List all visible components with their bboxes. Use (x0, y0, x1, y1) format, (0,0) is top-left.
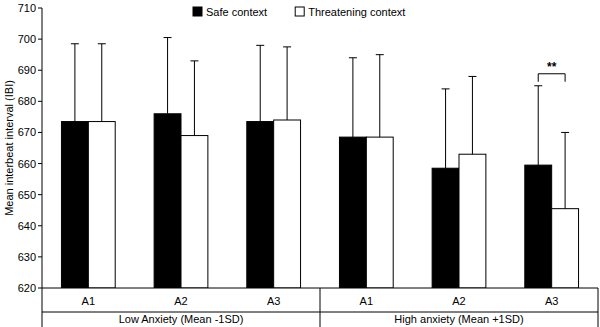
error-stem (260, 45, 261, 121)
error-stem (167, 38, 168, 114)
bar (366, 137, 393, 288)
error-cap (534, 85, 542, 86)
legend-label: Safe context (206, 6, 267, 18)
error-cap (256, 45, 264, 46)
y-tick-label: 650 (18, 189, 36, 201)
legend-label: Threatening context (308, 6, 405, 18)
x-tick-label: A2 (452, 295, 465, 307)
group-label: Low Anxiety (Mean -1SD) (119, 313, 244, 325)
annotation: ** (547, 60, 557, 74)
bar (247, 122, 274, 288)
x-tick-label: A3 (267, 295, 280, 307)
error-stem (287, 47, 288, 120)
bar (61, 122, 88, 288)
error-stem (565, 132, 566, 208)
bar (88, 122, 115, 288)
error-stem (101, 44, 102, 122)
error-bar (71, 44, 79, 122)
x-tick-label: A3 (545, 295, 558, 307)
y-tick (38, 132, 42, 133)
y-tick-label: 690 (18, 64, 36, 76)
group-divider (598, 288, 599, 327)
y-axis-label: Mean interbeat interval (IBI) (3, 80, 15, 216)
error-bar (534, 86, 542, 165)
x-tick-label: A1 (82, 295, 95, 307)
y-tick-label: 700 (18, 33, 36, 45)
error-cap (71, 43, 79, 44)
bars (61, 38, 578, 288)
y-axis (42, 8, 43, 288)
error-stem (538, 86, 539, 165)
error-bar (164, 38, 172, 114)
error-bar (190, 61, 198, 136)
error-bar (98, 44, 106, 122)
x-tick-label: A2 (174, 295, 187, 307)
y-tick (38, 39, 42, 40)
error-cap (349, 57, 357, 58)
y-tick (38, 101, 42, 102)
error-cap (376, 54, 384, 55)
y-tick-label: 640 (18, 220, 36, 232)
error-cap (468, 76, 476, 77)
error-stem (352, 58, 353, 137)
y-tick-label: 660 (18, 158, 36, 170)
y-tick (38, 163, 42, 164)
bar (181, 136, 208, 288)
y-tick (38, 225, 42, 226)
error-bar (256, 45, 264, 121)
error-bar (349, 58, 357, 137)
y-tick (38, 256, 42, 257)
error-stem (194, 61, 195, 136)
error-bar (442, 89, 450, 168)
bar (432, 168, 459, 288)
bar (459, 154, 486, 288)
bar (525, 165, 552, 288)
error-cap (98, 43, 106, 44)
y-tick-label: 630 (18, 251, 36, 263)
y-tick (38, 288, 42, 289)
group-divider (42, 288, 43, 327)
error-stem (445, 89, 446, 168)
error-cap (561, 132, 569, 133)
bar (154, 114, 181, 288)
error-bar (561, 132, 569, 208)
chart: 620 630 640 650 660 670 680 690 700 710 Mean inter… (0, 0, 600, 327)
legend-swatch (295, 7, 304, 16)
bar (552, 209, 579, 288)
error-cap (283, 46, 291, 47)
error-bar (283, 47, 291, 120)
y-tick-label: 710 (18, 2, 36, 14)
y-tick (38, 70, 42, 71)
y-tick (38, 8, 42, 9)
error-cap (442, 88, 450, 89)
legend-swatch (193, 7, 202, 16)
error-cap (164, 37, 172, 38)
x-tick-label: A1 (360, 295, 373, 307)
error-bar (468, 76, 476, 154)
error-stem (379, 55, 380, 137)
y-tick-label: 620 (18, 282, 36, 294)
y-tick-label: 680 (18, 95, 36, 107)
error-stem (74, 44, 75, 122)
bar (274, 120, 301, 288)
error-bar (376, 55, 384, 137)
group-label: High anxiety (Mean +1SD) (394, 313, 523, 325)
error-stem (472, 76, 473, 154)
group-divider (320, 288, 321, 327)
y-tick-label: 670 (18, 126, 36, 138)
significance-bracket (538, 74, 565, 82)
y-tick (38, 194, 42, 195)
bar (339, 137, 366, 288)
error-cap (190, 60, 198, 61)
